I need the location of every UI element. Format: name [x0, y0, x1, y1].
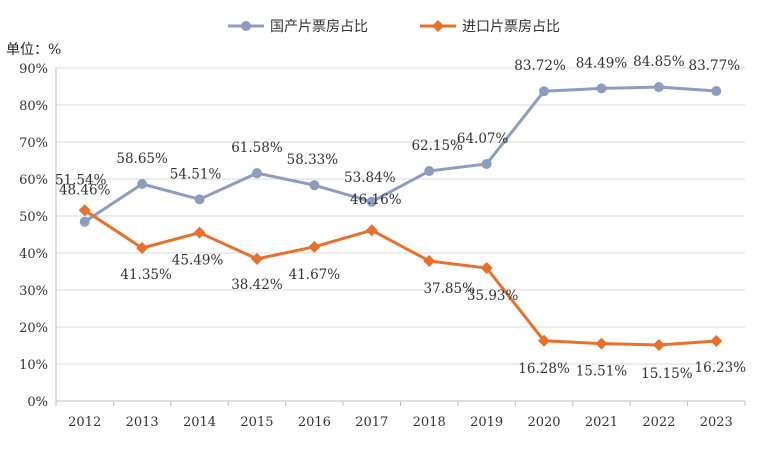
y-tick-label: 60%: [19, 173, 48, 188]
legend: 国产片票房占比 进口片票房占比: [228, 19, 560, 35]
data-point: [653, 82, 664, 93]
y-tick-label: 20%: [19, 321, 48, 336]
series-line: [83, 209, 717, 347]
data-point: [596, 83, 607, 94]
legend-label: 进口片票房占比: [462, 19, 560, 35]
gridlines: [56, 67, 745, 365]
unit-label: 单位：%: [6, 42, 61, 58]
data-label: 84.85%: [633, 54, 685, 70]
series-line: [83, 85, 717, 223]
data-point: [366, 196, 377, 207]
data-label: 51.54%: [55, 172, 107, 188]
x-tick-label: 2019: [470, 415, 503, 430]
y-tick-label: 80%: [19, 99, 48, 114]
x-tick-label: 2020: [527, 415, 560, 430]
data-label: 16.28%: [518, 361, 570, 377]
data-point: [250, 252, 263, 265]
data-label: 41.35%: [120, 267, 172, 283]
y-tick-label: 0%: [27, 395, 48, 410]
axes: [55, 68, 746, 406]
data-point: [194, 194, 205, 205]
x-tick-label: 2023: [700, 415, 733, 430]
y-tick-label: 40%: [19, 247, 48, 262]
data-label: 58.33%: [287, 152, 339, 168]
legend-label: 国产片票房占比: [270, 19, 368, 35]
x-tick-label: 2017: [355, 415, 388, 430]
data-point: [78, 204, 91, 217]
x-tick-label: 2015: [240, 415, 273, 430]
x-tick-label: 2013: [126, 415, 159, 430]
y-tick-label: 90%: [19, 62, 48, 77]
legend-marker: [241, 21, 251, 31]
data-label: 53.84%: [344, 170, 396, 186]
data-label: 41.67%: [289, 267, 341, 283]
data-label: 61.58%: [231, 140, 283, 156]
data-point: [251, 168, 262, 179]
data-point: [423, 254, 436, 267]
data-point: [480, 262, 493, 275]
x-tick-label: 2022: [642, 415, 675, 430]
data-point: [137, 178, 148, 189]
data-point: [595, 337, 608, 350]
x-tick-label: 2012: [68, 415, 101, 430]
x-tick-label: 2014: [183, 415, 216, 430]
data-point: [481, 158, 492, 169]
data-point: [710, 334, 723, 347]
data-labels: 48.46% 58.65%54.51% 61.58%58.33% 53.84% 62.1…: [55, 54, 746, 382]
data-label: 16.23%: [695, 360, 747, 376]
data-label: 83.72%: [514, 58, 566, 74]
data-label: 15.15%: [641, 366, 693, 382]
x-tick-label: 2021: [585, 415, 618, 430]
data-point: [193, 226, 206, 239]
y-axis-ticks: 0% 10% 20% 30% 40% 50% 60% 70% 80% 90%: [19, 62, 48, 410]
data-point: [79, 216, 90, 227]
y-tick-label: 10%: [19, 358, 48, 373]
data-label: 84.49%: [576, 55, 628, 71]
data-label: 15.51%: [576, 364, 628, 380]
data-point: [365, 224, 378, 237]
data-label: 37.85%: [423, 281, 475, 297]
data-point: [136, 242, 149, 255]
x-tick-label: 2018: [413, 415, 446, 430]
y-tick-label: 30%: [19, 284, 48, 299]
data-label: 38.42%: [231, 277, 283, 293]
y-tick-label: 70%: [19, 136, 48, 151]
data-label: 35.93%: [467, 288, 519, 304]
series-layer: [78, 82, 723, 351]
data-point: [652, 338, 665, 351]
data-point: [711, 86, 722, 97]
data-label: 64.07%: [457, 131, 509, 147]
legend-marker: [432, 20, 444, 32]
data-label: 54.51%: [170, 166, 222, 182]
data-point: [424, 166, 435, 177]
x-tick-label: 2016: [298, 415, 331, 430]
data-label: 48.46%: [59, 183, 111, 199]
data-point: [539, 86, 550, 97]
data-label: 83.77%: [689, 58, 741, 74]
data-point: [538, 334, 551, 347]
x-axis-ticks: 2012 2013 2014 2015 2016 2017 2018 2019 2020 2021…: [68, 415, 733, 430]
data-label: 58.65%: [116, 151, 168, 167]
data-point: [309, 180, 320, 191]
data-label: 62.15%: [411, 138, 463, 154]
y-tick-label: 50%: [19, 210, 48, 225]
data-label: 45.49%: [172, 253, 224, 269]
data-point: [308, 240, 321, 253]
data-label: 46.16%: [350, 192, 402, 208]
